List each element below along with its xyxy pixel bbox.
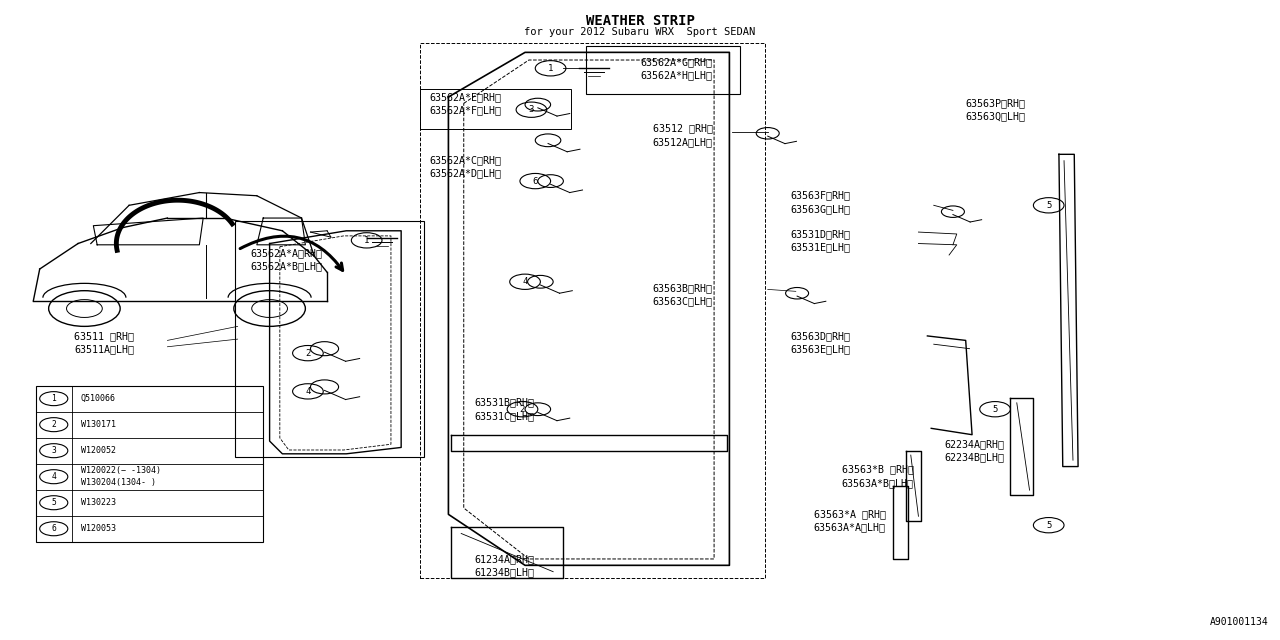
Text: 63563F〈RH〉
63563G〈LH〉: 63563F〈RH〉 63563G〈LH〉 [791,191,851,214]
Text: 2: 2 [520,404,525,413]
Text: 4: 4 [522,277,527,286]
Text: 5: 5 [1046,201,1051,210]
Text: A901001134: A901001134 [1210,617,1268,627]
Text: W120052: W120052 [81,446,115,455]
FancyArrowPatch shape [241,236,343,270]
Text: 6: 6 [532,177,538,186]
Text: 2: 2 [51,420,56,429]
Text: 63563D〈RH〉
63563E〈LH〉: 63563D〈RH〉 63563E〈LH〉 [791,331,851,354]
Text: 63563*A 〈RH〉
63563A*A〈LH〉: 63563*A 〈RH〉 63563A*A〈LH〉 [814,509,886,532]
Text: 1: 1 [51,394,56,403]
Text: 4: 4 [51,472,56,481]
Text: W130171: W130171 [81,420,115,429]
Text: 62234A〈RH〉
62234B〈LH〉: 62234A〈RH〉 62234B〈LH〉 [943,439,1004,462]
Text: 63562A*C〈RH〉
63562A*D〈LH〉: 63562A*C〈RH〉 63562A*D〈LH〉 [429,156,502,179]
Text: 6: 6 [51,524,56,533]
Text: 5: 5 [992,404,997,413]
Text: 3: 3 [51,446,56,455]
Text: 63563B〈RH〉
63563C〈LH〉: 63563B〈RH〉 63563C〈LH〉 [653,283,713,306]
Text: 3: 3 [529,105,534,114]
Text: 63562A*A〈RH〉
63562A*B〈LH〉: 63562A*A〈RH〉 63562A*B〈LH〉 [251,248,323,271]
Text: 63511 〈RH〉
63511A〈LH〉: 63511 〈RH〉 63511A〈LH〉 [74,331,134,354]
Text: 5: 5 [51,498,56,508]
Text: 63531B〈RH〉
63531C〈LH〉: 63531B〈RH〉 63531C〈LH〉 [474,397,534,421]
Text: 5: 5 [1046,521,1051,530]
Text: WEATHER STRIP: WEATHER STRIP [585,14,695,28]
Text: 63563*B 〈RH〉
63563A*B〈LH〉: 63563*B 〈RH〉 63563A*B〈LH〉 [842,465,914,488]
Text: 63563P〈RH〉
63563Q〈LH〉: 63563P〈RH〉 63563Q〈LH〉 [965,98,1025,122]
Text: W120022(− -1304): W120022(− -1304) [81,467,160,476]
Text: 63562A*E〈RH〉
63562A*F〈LH〉: 63562A*E〈RH〉 63562A*F〈LH〉 [429,92,502,115]
Text: 61234A〈RH〉
61234B〈LH〉: 61234A〈RH〉 61234B〈LH〉 [474,554,534,577]
Text: 63562A*G〈RH〉
63562A*H〈LH〉: 63562A*G〈RH〉 63562A*H〈LH〉 [640,57,712,80]
Text: for your 2012 Subaru WRX  Sport SEDAN: for your 2012 Subaru WRX Sport SEDAN [525,27,755,37]
Text: Q510066: Q510066 [81,394,115,403]
Text: 4: 4 [305,387,311,396]
Text: 1: 1 [364,236,370,245]
Text: W130223: W130223 [81,498,115,508]
Text: 63512 〈RH〉
63512A〈LH〉: 63512 〈RH〉 63512A〈LH〉 [653,124,713,147]
Text: W120053: W120053 [81,524,115,533]
Text: 1: 1 [548,64,553,73]
Text: W130204(1304- ): W130204(1304- ) [81,478,156,487]
Text: 63531D〈RH〉
63531E〈LH〉: 63531D〈RH〉 63531E〈LH〉 [791,228,851,252]
Text: 2: 2 [305,349,311,358]
